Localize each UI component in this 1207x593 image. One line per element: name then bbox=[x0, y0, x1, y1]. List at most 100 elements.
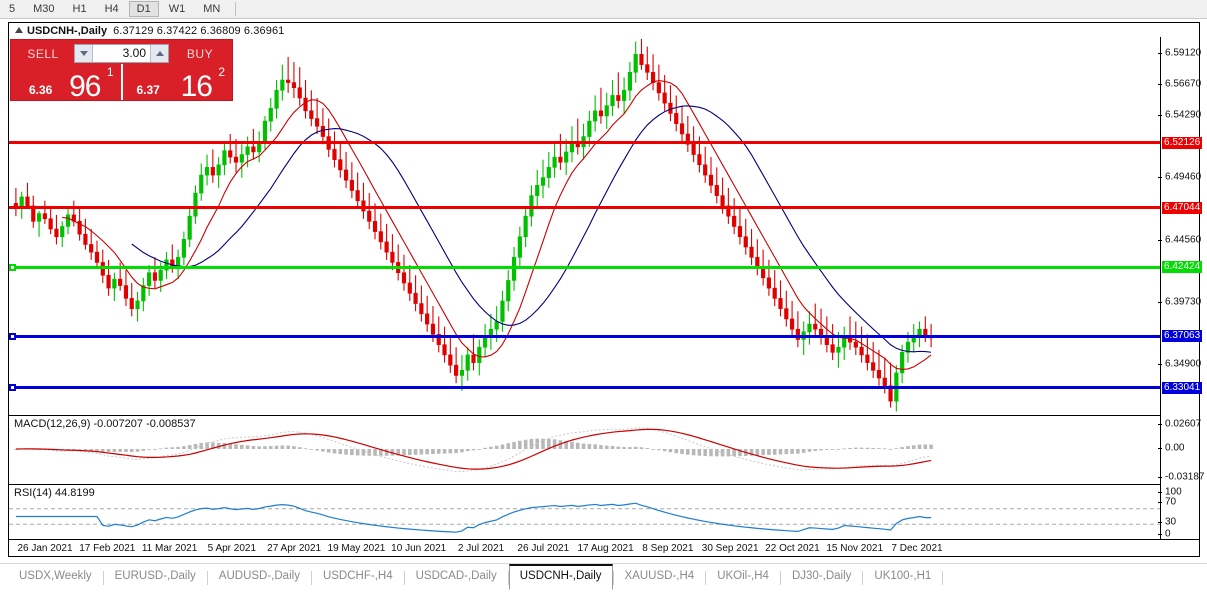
scale-tick bbox=[1158, 477, 1162, 478]
price-pane[interactable] bbox=[9, 37, 1161, 414]
tab-divider bbox=[705, 571, 707, 585]
bid-price-fraction: 1 bbox=[106, 65, 114, 79]
scale-tick bbox=[1158, 52, 1162, 54]
level-line-6-52126[interactable] bbox=[9, 141, 1161, 145]
macd-caption: MACD(12,26,9) -0.007207 -0.008537 bbox=[14, 418, 196, 430]
tab-divider bbox=[779, 571, 781, 585]
level-line-6-47044[interactable] bbox=[9, 206, 1161, 210]
time-axis[interactable]: 26 Jan 2021 17 Feb 2021 11 Mar 2021 5 Apr 2… bbox=[9, 539, 1199, 557]
volume-input[interactable]: 3.00 bbox=[122, 46, 146, 60]
scale-tick bbox=[1158, 424, 1162, 425]
rsi-tick-label-100: 100 bbox=[1165, 486, 1182, 498]
scale-tick bbox=[1158, 301, 1162, 303]
level-line-6-42424[interactable] bbox=[9, 263, 1161, 271]
chart-tab-uk100h1[interactable]: UK100-,H1 bbox=[874, 570, 932, 582]
scale-tick bbox=[1158, 522, 1162, 523]
chart-symbol-label: USDCNH-,Daily bbox=[27, 25, 108, 37]
ask-price-pips: 16 bbox=[180, 70, 213, 103]
price-level-tag-6-52126: 6.52126 bbox=[1162, 136, 1203, 149]
tab-divider bbox=[102, 571, 104, 585]
macd-tick-label-max: 0.02607 bbox=[1165, 418, 1202, 430]
level-handle[interactable] bbox=[9, 384, 16, 392]
timeframe-button-m30[interactable]: M30 bbox=[33, 3, 55, 15]
price-tick-label: 6.39730 bbox=[1165, 296, 1202, 308]
level-line-6-37063[interactable] bbox=[9, 332, 1161, 340]
tab-divider bbox=[310, 571, 312, 585]
chevron-down-icon bbox=[79, 51, 88, 56]
level-handle[interactable] bbox=[9, 263, 16, 271]
price-level-tag-6-37063: 6.37063 bbox=[1162, 330, 1203, 343]
macd-tick-label-zero: 0.00 bbox=[1165, 442, 1185, 454]
scale-tick bbox=[1158, 448, 1162, 449]
trade-panel-quotes: 6.36 96 1 6.37 16 2 bbox=[11, 64, 233, 103]
time-axis-label: 8 Sep 2021 bbox=[642, 543, 694, 554]
price-tick-label: 6.56670 bbox=[1165, 78, 1202, 90]
chart-tab-xauusdh4[interactable]: XAUUSD-,H4 bbox=[624, 570, 695, 582]
chart-tab-dj30daily[interactable]: DJ30-,Daily bbox=[791, 570, 852, 582]
timeframe-button-d1[interactable]: D1 bbox=[128, 1, 159, 17]
chart-tab-eurusddaily[interactable]: EURUSD-,Daily bbox=[114, 570, 196, 582]
tab-divider bbox=[206, 571, 208, 585]
timeframe-button-h4[interactable]: H4 bbox=[104, 3, 119, 15]
rsi-pane[interactable]: RSI(14) 44.8199 bbox=[9, 484, 1161, 539]
chart-tab-usdxweekly[interactable]: USDX,Weekly bbox=[19, 570, 92, 582]
scale-tick bbox=[1158, 176, 1162, 178]
time-axis-label: 19 May 2021 bbox=[327, 543, 386, 554]
chart-tab-usdchfh4[interactable]: USDCHF-,H4 bbox=[322, 570, 393, 582]
rsi-tick-label-0: 0 bbox=[1165, 528, 1171, 540]
price-tick-label: 6.59120 bbox=[1165, 47, 1202, 59]
buy-label: BUY bbox=[186, 46, 214, 61]
chart-frame: USDCNH-,Daily 6.37129 6.37422 6.36809 6.3… bbox=[8, 22, 1204, 557]
level-handle[interactable] bbox=[9, 332, 16, 340]
toolbar-divider bbox=[235, 2, 237, 16]
macd-pane[interactable]: MACD(12,26,9) -0.007207 -0.008537 bbox=[9, 415, 1161, 483]
chart-tab-ukoilh4[interactable]: UKOil-,H4 bbox=[717, 570, 769, 582]
price-tick-label: 6.34900 bbox=[1165, 358, 1202, 370]
level-line-6-33041[interactable] bbox=[9, 384, 1161, 392]
price-level-tag-6-33041: 6.33041 bbox=[1162, 381, 1203, 394]
buy-button[interactable]: 6.37 16 2 bbox=[123, 64, 233, 103]
sell-label: SELL bbox=[27, 46, 59, 61]
price-tick-label: 6.49460 bbox=[1165, 171, 1202, 183]
timeframe-button-5[interactable]: 5 bbox=[9, 3, 16, 15]
volume-stepper[interactable]: 3.00 bbox=[74, 44, 169, 63]
bid-price-prefix: 6.36 bbox=[29, 83, 53, 97]
sell-button[interactable]: 6.36 96 1 bbox=[11, 64, 123, 102]
time-axis-label: 26 Jul 2021 bbox=[517, 543, 570, 554]
scale-tick bbox=[1158, 363, 1162, 365]
chart-tab-usdcnhdaily[interactable]: USDCNH-,Daily bbox=[508, 564, 613, 590]
ask-price-prefix: 6.37 bbox=[136, 83, 160, 97]
chart-tab-usdcaddaily[interactable]: USDCAD-,Daily bbox=[415, 570, 497, 582]
time-axis-label: 17 Aug 2021 bbox=[577, 543, 634, 554]
chart-tab-bar: USDX,Weekly EURUSD-,Daily AUDUSD-,Daily USD… bbox=[0, 563, 1207, 593]
volume-increment-button[interactable] bbox=[150, 45, 168, 62]
price-level-tag-6-47044: 6.47044 bbox=[1162, 201, 1203, 214]
time-axis-label: 22 Oct 2021 bbox=[765, 543, 820, 554]
collapse-triangle-icon[interactable] bbox=[15, 27, 23, 33]
trade-panel-header: SELL 3.00 BUY bbox=[11, 40, 232, 64]
rsi-tick-label-30: 30 bbox=[1165, 516, 1177, 528]
time-axis-label: 17 Feb 2021 bbox=[79, 543, 136, 554]
macd-tick-label-min: -0.03187 bbox=[1165, 471, 1205, 483]
tab-divider bbox=[612, 571, 614, 585]
timeframe-button-mn[interactable]: MN bbox=[203, 3, 221, 15]
scale-tick bbox=[1158, 84, 1162, 86]
volume-decrement-button[interactable] bbox=[75, 45, 93, 62]
price-scale-axis[interactable]: 6.59120 6.56670 6.54290 6.49460 6.44560 6.397… bbox=[1158, 37, 1204, 540]
time-axis-label: 10 Jun 2021 bbox=[391, 543, 447, 554]
chart-ohlc-values: 6.37129 6.37422 6.36809 6.36961 bbox=[113, 25, 285, 37]
timeframe-button-w1[interactable]: W1 bbox=[168, 3, 186, 15]
time-axis-label: 30 Sep 2021 bbox=[701, 543, 759, 554]
time-axis-label: 27 Apr 2021 bbox=[267, 543, 322, 554]
time-axis-label: 11 Mar 2021 bbox=[141, 543, 198, 554]
chart-tab-audusddaily[interactable]: AUDUSD-,Daily bbox=[218, 570, 300, 582]
price-tick-label: 6.44560 bbox=[1165, 234, 1202, 246]
macd-plot bbox=[14, 427, 933, 473]
tab-divider bbox=[862, 571, 864, 585]
ask-price-fraction: 2 bbox=[218, 65, 225, 79]
tab-divider bbox=[942, 571, 944, 585]
scale-tick bbox=[1158, 502, 1162, 503]
scale-tick bbox=[1158, 114, 1162, 116]
one-click-trading-panel: SELL 3.00 BUY 6.36 96 1 6.37 16 2 bbox=[10, 39, 233, 103]
timeframe-button-h1[interactable]: H1 bbox=[72, 3, 87, 15]
